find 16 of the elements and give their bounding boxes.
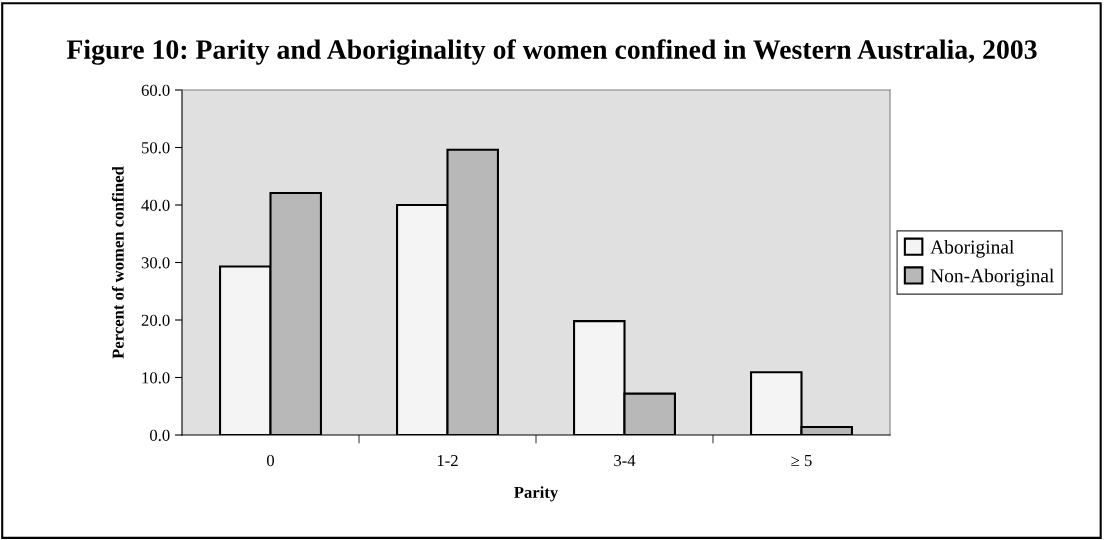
x-tick-label: ≥ 5 — [791, 455, 812, 467]
legend-label: Aboriginal — [930, 239, 1014, 258]
y-tick-label: 0.0 — [150, 429, 170, 442]
x-tick-label: 1-2 — [437, 454, 458, 467]
x-tick-label: 0 — [266, 454, 275, 467]
x-tick-label: 3-4 — [614, 454, 636, 467]
y-tick-label: 50.0 — [142, 142, 170, 154]
y-tick-label: 20.0 — [141, 314, 170, 327]
y-tick-label: 60.0 — [141, 84, 170, 97]
y-axis-title: Percent of women confined — [111, 166, 124, 359]
y-tick-label: 30.0 — [141, 257, 170, 269]
chart-title: Figure 10: Parity and Aboriginality of women confined in Western Australia, 2003 — [66, 39, 1037, 65]
x-axis-title: Parity — [514, 486, 559, 502]
y-tick-label: 10.0 — [142, 372, 170, 384]
legend-label: Non-Aboriginal — [930, 268, 1054, 287]
y-tick-label: 40.0 — [141, 199, 170, 212]
